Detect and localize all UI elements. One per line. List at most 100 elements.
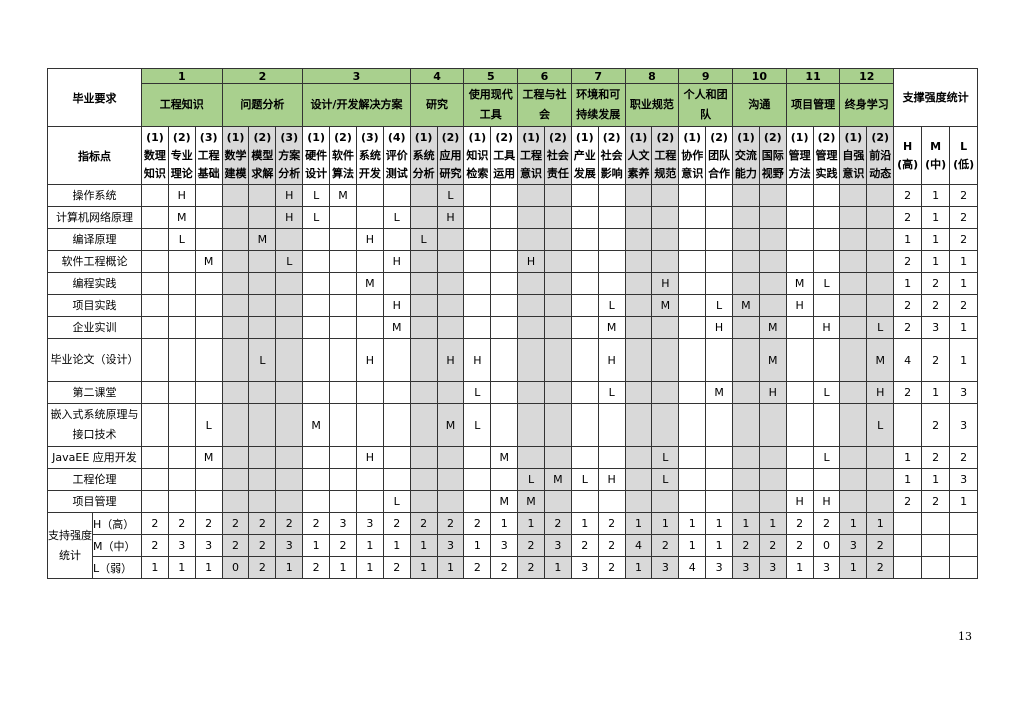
indicator-point: (1) 人文素养 bbox=[624, 126, 653, 185]
summary-value: 1 bbox=[839, 556, 868, 579]
requirement-name: 研究 bbox=[409, 83, 465, 127]
support-mark: H bbox=[785, 490, 814, 513]
support-mark bbox=[248, 294, 277, 317]
support-mark: L bbox=[463, 403, 492, 447]
support-mark: M bbox=[194, 446, 223, 469]
support-mark bbox=[543, 294, 572, 317]
course-row: 操作系统 H H L M L 2 1 2 bbox=[47, 184, 979, 207]
support-mark bbox=[785, 338, 814, 382]
support-mark bbox=[732, 490, 760, 513]
support-mark: M bbox=[302, 403, 331, 447]
indicator-point: (2) 前沿动态 bbox=[866, 126, 895, 185]
support-mark bbox=[812, 206, 841, 229]
indicator-point: (1) 协作意识 bbox=[678, 126, 707, 185]
support-mark bbox=[409, 272, 438, 295]
summary-value: 3 bbox=[812, 556, 841, 579]
support-mark bbox=[194, 228, 223, 251]
support-mark bbox=[355, 490, 384, 513]
summary-label: 支持强度统计 bbox=[47, 512, 93, 579]
course-stat: 2 bbox=[921, 446, 951, 469]
support-mark bbox=[517, 446, 545, 469]
course-name: 编程实践 bbox=[47, 272, 142, 295]
summary-value: 3 bbox=[194, 534, 223, 557]
course-stat: 2 bbox=[893, 184, 923, 207]
support-mark bbox=[194, 206, 223, 229]
summary-value: 1 bbox=[651, 512, 680, 535]
support-mark bbox=[248, 184, 277, 207]
support-mark bbox=[194, 468, 223, 491]
empty-cell bbox=[921, 534, 951, 557]
indicator-point: (2) 团队合作 bbox=[705, 126, 733, 185]
support-mark bbox=[785, 206, 814, 229]
support-mark bbox=[329, 316, 357, 339]
support-mark bbox=[705, 206, 733, 229]
summary-value: 1 bbox=[194, 556, 223, 579]
requirement-number: 4 bbox=[409, 68, 465, 84]
summary-value: 4 bbox=[678, 556, 707, 579]
support-strength-label: 支撑强度统计 bbox=[893, 68, 979, 127]
support-mark bbox=[543, 403, 572, 447]
support-mark bbox=[866, 206, 895, 229]
support-mark bbox=[355, 294, 384, 317]
summary-value: 2 bbox=[329, 534, 357, 557]
summary-value: 2 bbox=[597, 512, 626, 535]
summary-value: 2 bbox=[463, 512, 492, 535]
support-mark bbox=[678, 228, 707, 251]
summary-value: 2 bbox=[141, 534, 169, 557]
empty-cell bbox=[893, 556, 923, 579]
support-mark: H bbox=[355, 446, 384, 469]
support-mark bbox=[221, 294, 250, 317]
summary-value: 1 bbox=[355, 556, 384, 579]
support-mark bbox=[758, 468, 787, 491]
support-mark bbox=[302, 228, 331, 251]
course-stat: 1 bbox=[921, 468, 951, 491]
support-mark bbox=[624, 294, 653, 317]
support-mark bbox=[248, 272, 277, 295]
support-mark: L bbox=[409, 228, 438, 251]
requirement-name: 设计/开发解决方案 bbox=[302, 83, 411, 127]
support-mark bbox=[436, 468, 465, 491]
support-mark bbox=[382, 228, 411, 251]
support-mark bbox=[570, 381, 599, 404]
summary-value: 2 bbox=[490, 556, 519, 579]
support-mark bbox=[517, 403, 545, 447]
support-mark bbox=[221, 228, 250, 251]
requirement-name: 工程与社会 bbox=[517, 83, 572, 127]
requirement-number: 12 bbox=[839, 68, 895, 84]
support-mark bbox=[517, 381, 545, 404]
support-mark bbox=[436, 294, 465, 317]
indicator-point: (1) 硬件设计 bbox=[302, 126, 331, 185]
course-name: 操作系统 bbox=[47, 184, 142, 207]
course-stat: 2 bbox=[921, 338, 951, 382]
course-stat: 3 bbox=[949, 468, 979, 491]
support-mark bbox=[678, 316, 707, 339]
support-mark: M bbox=[382, 316, 411, 339]
support-mark bbox=[141, 272, 169, 295]
course-stat: 2 bbox=[949, 294, 979, 317]
summary-value: 1 bbox=[839, 512, 868, 535]
course-stat: 1 bbox=[921, 250, 951, 273]
summary-value: 2 bbox=[785, 534, 814, 557]
support-mark bbox=[329, 381, 357, 404]
course-name: 企业实训 bbox=[47, 316, 142, 339]
support-mark: H bbox=[382, 294, 411, 317]
support-mark bbox=[409, 338, 438, 382]
support-mark bbox=[167, 338, 196, 382]
support-mark bbox=[490, 316, 519, 339]
course-stat: 3 bbox=[921, 316, 951, 339]
summary-value: 3 bbox=[355, 512, 384, 535]
support-mark bbox=[570, 316, 599, 339]
summary-value: 1 bbox=[167, 556, 196, 579]
support-mark: L bbox=[248, 338, 277, 382]
support-mark: H bbox=[517, 250, 545, 273]
support-mark bbox=[705, 184, 733, 207]
summary-value: 1 bbox=[570, 512, 599, 535]
support-mark bbox=[570, 228, 599, 251]
support-mark bbox=[570, 446, 599, 469]
support-mark bbox=[785, 250, 814, 273]
support-mark bbox=[355, 468, 384, 491]
requirement-number: 3 bbox=[302, 68, 411, 84]
support-mark bbox=[463, 228, 492, 251]
support-mark bbox=[463, 206, 492, 229]
support-mark bbox=[221, 468, 250, 491]
